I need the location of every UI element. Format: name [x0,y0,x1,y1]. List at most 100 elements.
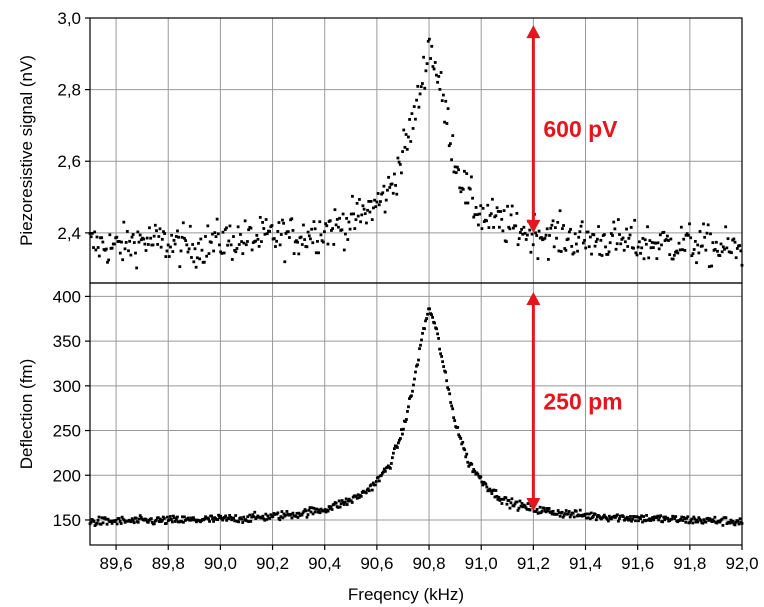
data-point [254,239,258,243]
data-point [309,237,312,241]
data-point [371,481,375,485]
data-point [531,243,535,247]
data-point [284,232,288,235]
data-point [485,219,488,223]
data-point [417,105,421,109]
data-point [595,237,599,241]
data-point [704,520,708,524]
data-point [354,495,358,498]
data-point [136,520,140,524]
data-point [444,99,448,103]
data-point [495,495,499,498]
data-point [471,470,475,474]
data-point [566,237,570,241]
data-point [489,212,493,216]
data-point [567,510,571,513]
data-point [356,214,360,218]
data-point [686,233,690,237]
data-point [403,145,407,149]
data-point [164,255,168,258]
data-point [225,518,229,522]
data-point [618,517,621,520]
data-point [457,433,461,437]
data-point [710,264,714,268]
data-point [691,252,695,256]
data-point [720,517,724,521]
data-point [219,514,223,518]
data-point [305,515,309,519]
data-point [230,258,234,261]
data-point [402,427,405,431]
data-point [109,519,113,523]
data-point [695,261,698,265]
data-point [169,245,172,249]
data-point [587,512,591,516]
data-point [470,175,473,179]
data-point [294,515,298,518]
data-point [626,515,629,519]
data-point [193,247,197,251]
data-point [308,506,312,509]
data-point [129,253,133,257]
data-point [282,512,286,516]
x-tick-label: 91,8 [673,554,706,573]
data-point [628,233,632,237]
data-point [444,370,448,374]
data-point [110,522,114,525]
data-point [616,218,620,221]
data-point [332,502,336,506]
data-point [218,516,221,520]
data-point [428,37,431,41]
data-point [149,517,153,521]
data-point [449,142,452,146]
data-point [583,239,586,242]
data-point [183,236,186,240]
data-point [488,487,492,491]
data-point [404,420,407,423]
data-point [99,522,103,526]
data-point [212,249,216,253]
data-point [471,196,474,200]
data-point [127,249,130,253]
data-point [418,347,421,351]
data-point [580,220,584,224]
data-point [386,464,390,468]
data-point [340,499,344,502]
data-point [408,397,411,400]
data-point [693,517,697,521]
data-point [688,521,692,524]
data-point [490,197,494,201]
data-point [563,247,567,250]
data-point [522,225,526,229]
data-point [709,232,712,236]
data-point [619,242,623,246]
x-tick-label: 91,0 [465,554,498,573]
data-point [737,522,741,526]
data-point [496,210,500,213]
data-point [335,218,339,221]
data-point [617,519,620,523]
data-point [375,200,379,204]
data-point [739,249,743,253]
data-point [728,521,732,525]
bottom-x-ticks: 89,6 89,8 90,0 90,2 90,4 90,6 90,8 91,0 91,2 91,4… [100,545,759,573]
data-point [690,517,694,521]
data-point [278,518,282,522]
data-point [151,243,155,247]
data-point [115,522,119,526]
data-point [633,218,637,222]
data-point [612,220,616,224]
data-point [645,513,648,517]
data-point [232,235,235,238]
data-point [341,500,345,504]
data-point [458,435,462,439]
data-point [152,234,156,238]
data-point [406,410,409,413]
data-point [539,236,543,239]
data-point [562,513,566,517]
data-point [396,156,400,160]
data-point [673,517,677,521]
data-point [437,336,441,340]
data-point [544,510,548,514]
data-point [275,239,279,243]
